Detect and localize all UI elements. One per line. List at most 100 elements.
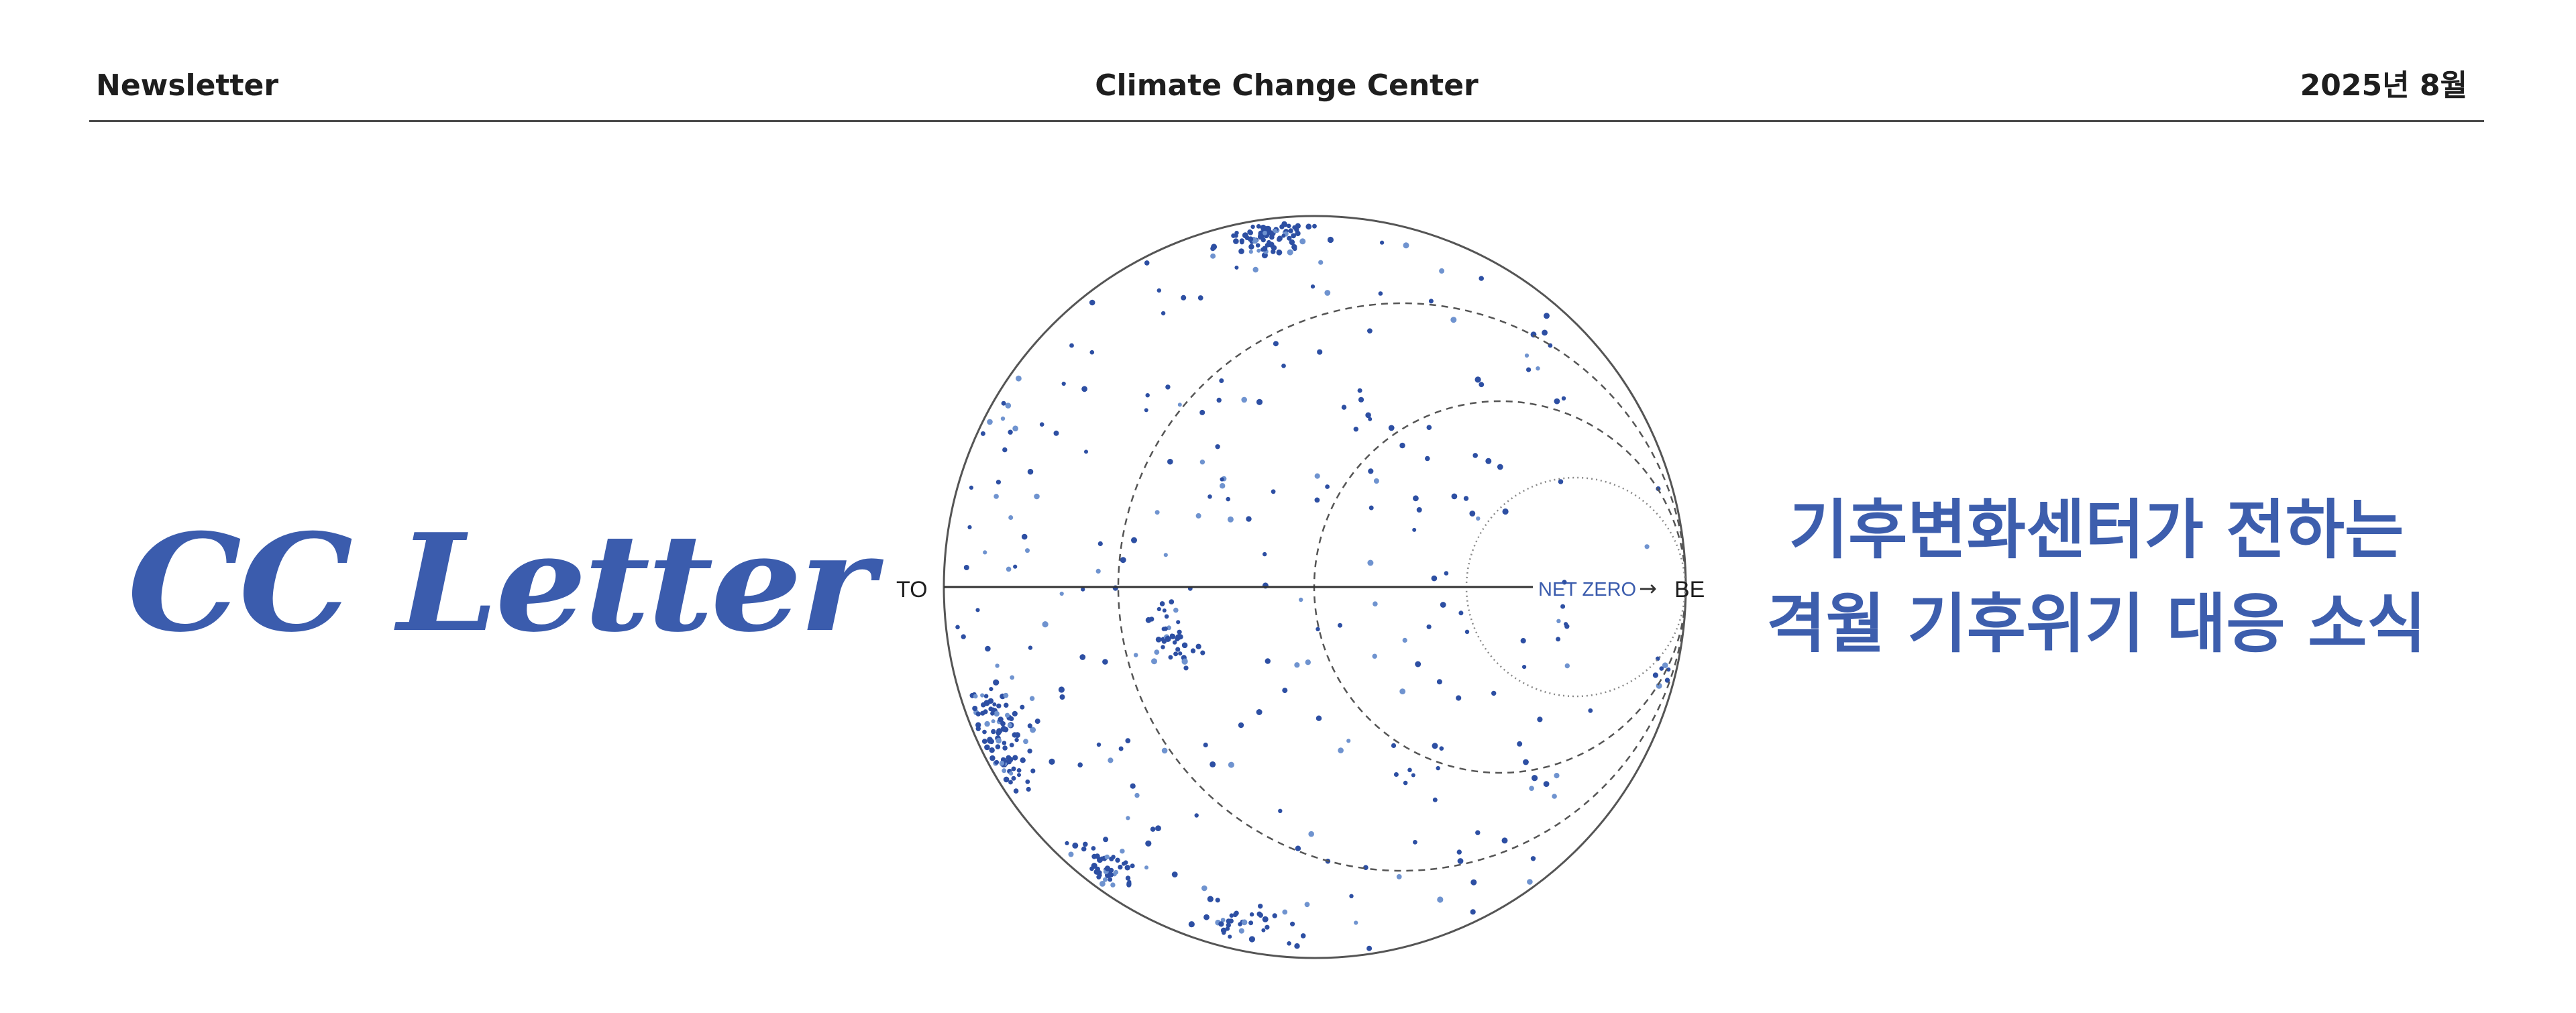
scatter-dot	[1163, 553, 1168, 557]
scatter-dot	[994, 759, 1000, 765]
scatter-dot	[1219, 378, 1224, 383]
scatter-dot	[1099, 881, 1106, 887]
scatter-dot	[1159, 601, 1165, 606]
scatter-dot	[1292, 246, 1297, 252]
scatter-dot	[1081, 386, 1087, 392]
scatter-dot	[1425, 456, 1430, 462]
scatter-dot	[1225, 926, 1230, 931]
scatter-dot	[1009, 743, 1014, 747]
scatter-dot	[1262, 916, 1269, 922]
scatter-dot	[1289, 239, 1295, 246]
scatter-dot	[1126, 816, 1130, 820]
header-organization-name: Climate Change Center	[1095, 68, 1479, 103]
scatter-dot	[1199, 460, 1205, 465]
scatter-dot	[1005, 712, 1010, 718]
scatter-dot	[1399, 688, 1406, 694]
scatter-dot	[1144, 408, 1148, 413]
scatter-dot	[1271, 245, 1277, 251]
scatter-dot	[1081, 846, 1087, 852]
scatter-dot	[1151, 658, 1157, 665]
scatter-dot	[1456, 849, 1462, 855]
scatter-dot	[1562, 580, 1567, 585]
scatter-dot	[1091, 846, 1096, 851]
scatter-dot	[1215, 444, 1220, 449]
scatter-dot	[1537, 716, 1543, 723]
scatter-dot	[1181, 658, 1188, 665]
scatter-dot	[1544, 313, 1550, 319]
scatter-dot	[1367, 559, 1374, 566]
scatter-dot	[1281, 233, 1286, 238]
scatter-dot	[1368, 417, 1373, 421]
scatter-dot	[1664, 678, 1670, 683]
scatter-dot	[1053, 430, 1059, 436]
scatter-dot	[1415, 661, 1421, 668]
scatter-dot	[1497, 464, 1503, 470]
scatter-dot	[967, 525, 972, 529]
scatter-dot	[1207, 896, 1214, 902]
scatter-dot	[1501, 837, 1508, 844]
scatter-dot	[989, 687, 994, 692]
scatter-dot	[975, 608, 980, 612]
scatter-dot	[1457, 858, 1464, 864]
scatter-dot	[1161, 639, 1167, 644]
scatter-dot	[1256, 224, 1261, 229]
scatter-dot	[1502, 508, 1509, 515]
scatter-dot	[1125, 875, 1131, 881]
scatter-dot	[1008, 780, 1013, 785]
scatter-dot	[1241, 396, 1247, 403]
scatter-dot	[994, 710, 1000, 717]
scatter-dot	[1120, 849, 1125, 854]
scatter-dot	[983, 694, 989, 698]
scatter-dot	[984, 721, 990, 727]
scatter-dot	[1233, 912, 1238, 918]
scatter-dot	[1039, 422, 1044, 427]
scatter-dot	[1000, 416, 1006, 421]
scatter-dot	[1662, 662, 1668, 668]
scatter-dot	[1226, 922, 1231, 928]
scatter-dot	[987, 698, 994, 704]
scatter-dot	[1368, 505, 1374, 511]
scatter-dot	[1393, 772, 1399, 777]
scatter-dot	[1081, 587, 1085, 592]
scatter-dot	[1228, 935, 1232, 939]
scatter-dot	[1134, 792, 1140, 798]
scatter-dot	[1431, 575, 1438, 582]
scatter-dot	[1416, 507, 1422, 513]
scatter-dot	[1413, 495, 1419, 502]
scatter-dot	[1564, 663, 1570, 669]
scatter-dot	[1338, 747, 1344, 753]
scatter-dot	[1491, 690, 1497, 696]
scatter-dot	[1165, 635, 1171, 643]
scatter-dot	[1020, 757, 1026, 763]
scatter-dot	[1403, 780, 1408, 786]
scatter-dot	[1197, 295, 1203, 301]
scatter-dot	[1426, 425, 1432, 430]
scatter-dot	[1456, 695, 1462, 701]
scatter-dot	[1109, 856, 1114, 861]
scatter-dot	[1428, 299, 1434, 304]
scatter-dot	[1072, 842, 1079, 849]
scatter-dot	[1248, 250, 1253, 254]
scatter-dot	[1028, 645, 1033, 650]
scatter-dot	[963, 565, 969, 570]
scatter-dot	[1262, 246, 1268, 252]
scatter-dot	[1163, 626, 1168, 631]
scatter-dot	[1288, 228, 1293, 233]
scatter-dot	[1399, 442, 1405, 449]
scatter-dot	[1162, 608, 1167, 612]
scatter-dot	[1238, 928, 1244, 934]
scatter-dot	[1520, 638, 1526, 644]
scatter-dot	[1020, 704, 1025, 710]
scatter-dot	[1530, 856, 1536, 861]
scatter-dot	[1094, 853, 1100, 859]
net-zero-label: NET ZERO	[1538, 579, 1636, 600]
scatter-dot	[1256, 248, 1261, 253]
scatter-dot	[1124, 865, 1130, 871]
scatter-dot	[1118, 865, 1123, 870]
scatter-dot	[1357, 388, 1362, 393]
scatter-dot	[1529, 786, 1534, 791]
scatter-dot	[1029, 696, 1035, 701]
scatter-dot	[984, 744, 990, 751]
scatter-dot	[1157, 606, 1161, 612]
scatter-dot	[1475, 830, 1481, 835]
